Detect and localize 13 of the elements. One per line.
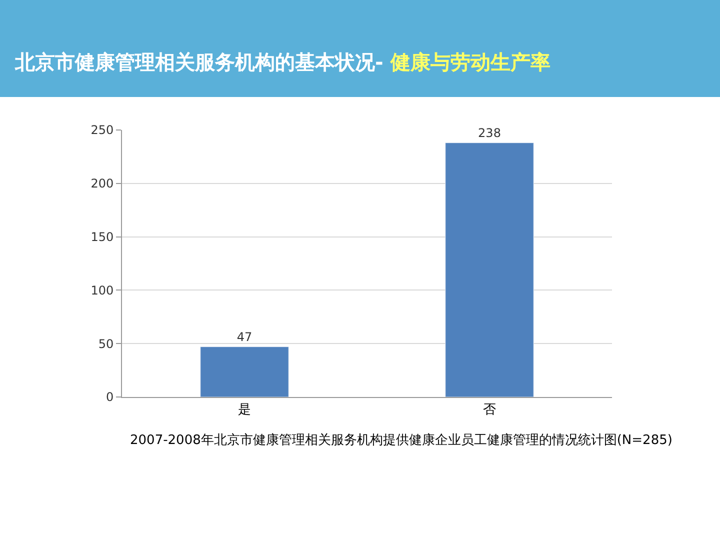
y-tick-label: 200 (90, 176, 114, 191)
data-label: 47 (236, 330, 252, 344)
chart-subtitle: 健康与劳动生产率 (389, 50, 550, 74)
y-tick-label: 0 (106, 390, 114, 404)
y-tick-label: 150 (90, 230, 114, 244)
y-tick-label: 100 (90, 283, 114, 298)
chart-title: 北京市健康管理相关服务机构的基本状况- (14, 50, 390, 74)
data-label: 238 (478, 126, 501, 140)
x-tick-label: 否 (483, 402, 496, 418)
x-tick-label: 是 (238, 402, 251, 418)
y-tick-label: 250 (90, 123, 114, 138)
y-tick-label: 50 (98, 336, 114, 351)
text: 2007-2008年北京市健康管理相关服务机构提供健康企业员工健康管理的情况统计图(N=285) (130, 433, 672, 448)
